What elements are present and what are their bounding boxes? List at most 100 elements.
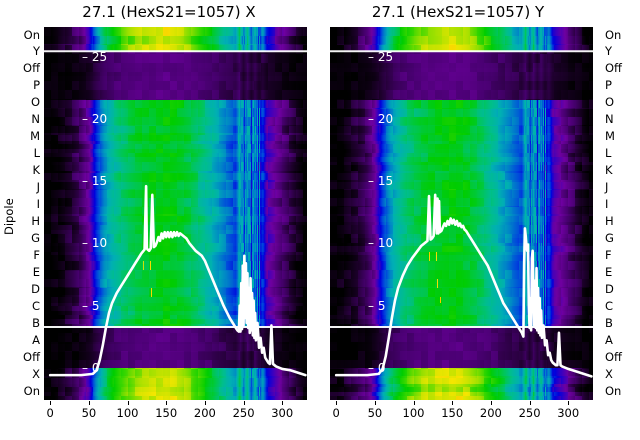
dipole-label-right-6: M xyxy=(605,129,615,144)
heatmap-y[interactable] xyxy=(330,27,593,400)
dipole-label-left-15: D xyxy=(31,281,40,296)
xtick-y-6: 300 xyxy=(557,406,580,420)
dipole-label-left-3: P xyxy=(33,78,40,93)
xtick-x-6: 300 xyxy=(271,406,294,420)
xtick-x-1: 50 xyxy=(81,406,97,420)
dipole-label-left-8: K xyxy=(32,163,40,178)
inner-ytick-x-3: – 15 xyxy=(82,174,108,189)
xtick-mark xyxy=(568,401,570,405)
dipole-label-left-7: L xyxy=(33,146,40,161)
inner-ytick-x-right-1: 5 xyxy=(308,298,316,313)
dipole-label-right-20: X xyxy=(605,366,613,381)
xtick-mark xyxy=(490,401,492,405)
xtick-mark xyxy=(243,401,245,405)
dipole-label-right-19: Off xyxy=(605,349,622,364)
xtick-mark xyxy=(88,401,90,405)
panel-y: 27.1 (HexS21=1057) Y xyxy=(318,0,640,440)
xtick-x-5: 250 xyxy=(232,406,255,420)
dipole-label-left-12: G xyxy=(31,230,40,245)
inner-ytick-x-1: – 5 xyxy=(82,298,100,313)
xtick-y-5: 250 xyxy=(518,406,541,420)
dipole-label-left-20: X xyxy=(32,366,40,381)
dipole-label-right-21: On xyxy=(605,383,622,398)
inner-ytick-x-right-3: 15 xyxy=(308,174,324,189)
inner-ytick-y-4: – 20 xyxy=(368,112,394,126)
dipole-label-left-4: O xyxy=(30,95,40,110)
dipole-label-right-17: B xyxy=(605,315,613,330)
dipole-label-left-5: N xyxy=(31,112,40,127)
trace-x xyxy=(44,50,307,377)
dipole-label-right-14: E xyxy=(605,264,613,279)
inner-ytick-y-5: – 25 xyxy=(368,49,394,64)
inner-ytick-y-right-4: 20 xyxy=(594,112,610,126)
panel-y-title: 27.1 (HexS21=1057) Y xyxy=(371,3,545,21)
dipole-label-left-19: Off xyxy=(23,349,40,364)
dipole-label-right-11: H xyxy=(605,214,614,228)
xtick-mark xyxy=(50,401,52,405)
inner-ytick-y-1: – 5 xyxy=(368,298,386,313)
dipole-label-left-17: B xyxy=(32,315,40,330)
inner-ytick-x-right-2: 10 xyxy=(308,236,324,251)
inner-ytick-x-right-0: 0 xyxy=(308,360,316,375)
dipole-label-right-7: L xyxy=(605,146,612,161)
xtick-y-3: 150 xyxy=(441,406,464,420)
xtick-mark xyxy=(452,401,454,405)
inner-ytick-x-5: – 25 xyxy=(82,49,108,64)
xtick-mark xyxy=(374,401,376,405)
dipole-label-left-13: F xyxy=(33,247,40,262)
dipole-label-right-16: C xyxy=(605,298,614,313)
xtick-x-4: 200 xyxy=(193,406,216,420)
inner-ytick-y-right-2: 10 xyxy=(594,236,610,251)
dipole-label-right-15: D xyxy=(605,281,614,296)
xtick-mark xyxy=(529,401,531,405)
inner-ytick-x-right-5: 25 xyxy=(308,49,324,64)
dipole-label-left-10: I xyxy=(36,197,40,211)
xtick-y-0: 0 xyxy=(332,406,340,420)
dipole-label-left-2: Off xyxy=(23,61,40,76)
inner-ytick-y-3: – 15 xyxy=(368,174,394,189)
xtick-mark xyxy=(336,401,338,405)
xtick-y-4: 200 xyxy=(479,406,502,420)
xtick-mark xyxy=(413,401,415,405)
dipole-label-right-0: On xyxy=(605,27,622,42)
dipole-label-right-5: N xyxy=(605,112,614,127)
xtick-mark xyxy=(166,401,168,405)
xtick-mark xyxy=(127,401,129,405)
dipole-label-right-4: O xyxy=(605,95,615,110)
dipole-label-left-21: On xyxy=(23,383,40,398)
trace-y xyxy=(330,50,593,378)
inner-ytick-y-right-1: 5 xyxy=(594,298,602,313)
heatmap-x[interactable] xyxy=(44,27,307,400)
dipole-label-right-13: F xyxy=(605,247,612,262)
dipole-label-right-8: K xyxy=(605,163,613,178)
dipole-label-left-14: E xyxy=(32,264,40,279)
dipole-label-right-3: P xyxy=(605,78,612,93)
dipole-label-left-18: A xyxy=(32,332,40,347)
dipole-label-right-18: A xyxy=(605,332,613,347)
panel-x: 27.1 (HexS21=1057) X xyxy=(0,0,318,440)
xtick-x-0: 0 xyxy=(46,406,54,420)
dipole-label-right-2: Off xyxy=(605,61,622,76)
inner-ytick-y-0: – 0 xyxy=(368,360,386,375)
xtick-mark xyxy=(204,401,206,405)
xtick-y-2: 100 xyxy=(402,406,425,420)
inner-ytick-x-0: – 0 xyxy=(82,360,100,375)
dipole-label-right-12: G xyxy=(605,230,614,245)
dipole-label-right-9: J xyxy=(605,180,609,195)
dipole-label-right-10: I xyxy=(605,197,609,211)
xtick-y-1: 50 xyxy=(367,406,383,420)
inner-ytick-x-2: – 10 xyxy=(82,236,108,251)
dipole-label-left-6: M xyxy=(30,129,40,144)
dipole-label-left-11: H xyxy=(31,214,40,228)
inner-ytick-y-right-3: 15 xyxy=(594,174,610,189)
dipole-label-left-0: On xyxy=(23,27,40,42)
dipole-label-left-1: Y xyxy=(32,44,40,59)
inner-ytick-x-4: – 20 xyxy=(82,112,108,126)
inner-ytick-y-2: – 10 xyxy=(368,236,394,251)
inner-ytick-x-right-4: 20 xyxy=(308,112,324,126)
xtick-x-3: 150 xyxy=(155,406,178,420)
inner-ytick-y-right-0: 0 xyxy=(594,360,602,375)
inner-ytick-y-right-5: 25 xyxy=(594,49,610,64)
xtick-mark xyxy=(282,401,284,405)
